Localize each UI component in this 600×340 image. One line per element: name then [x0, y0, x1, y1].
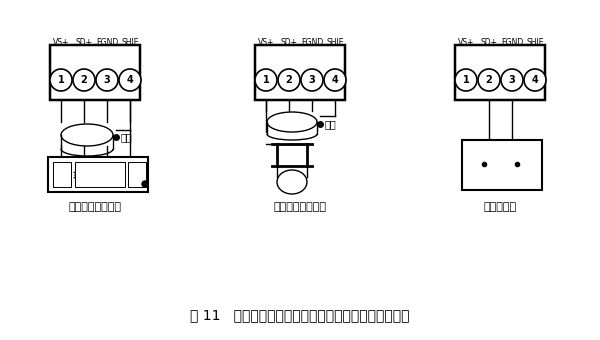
- Text: 4: 4: [127, 75, 133, 85]
- Circle shape: [324, 69, 346, 91]
- Ellipse shape: [277, 170, 307, 194]
- Circle shape: [278, 69, 300, 91]
- Circle shape: [119, 69, 141, 91]
- Text: EGND: EGND: [501, 38, 523, 47]
- Text: 磁电式速度传感器: 磁电式速度传感器: [274, 202, 326, 212]
- Ellipse shape: [61, 124, 113, 146]
- Text: 图 11   光电式、磁电式速度传感器、开停传感器的连接: 图 11 光电式、磁电式速度传感器、开停传感器的连接: [190, 308, 410, 322]
- Text: 1: 1: [463, 75, 469, 85]
- Text: 3: 3: [509, 75, 515, 85]
- Text: 光电式速度传感器: 光电式速度传感器: [68, 202, 121, 212]
- Bar: [455, 45, 545, 100]
- Text: VS+: VS+: [258, 38, 274, 47]
- Text: 2: 2: [286, 75, 292, 85]
- Circle shape: [301, 69, 323, 91]
- Bar: [255, 45, 345, 100]
- Text: 2: 2: [485, 75, 493, 85]
- Text: 1: 1: [58, 75, 64, 85]
- Text: VS+: VS+: [458, 38, 474, 47]
- Circle shape: [501, 69, 523, 91]
- Circle shape: [73, 69, 95, 91]
- Text: 3: 3: [104, 75, 110, 85]
- Text: 3: 3: [308, 75, 316, 85]
- Bar: [48, 157, 148, 192]
- Circle shape: [455, 69, 477, 91]
- Text: VS+: VS+: [53, 38, 69, 47]
- Ellipse shape: [267, 112, 317, 132]
- Text: 4: 4: [532, 75, 538, 85]
- Text: EGND: EGND: [301, 38, 323, 47]
- Text: ≡: ≡: [88, 170, 98, 180]
- Circle shape: [50, 69, 72, 91]
- Text: SD+: SD+: [281, 38, 298, 47]
- Circle shape: [96, 69, 118, 91]
- Text: SHIE: SHIE: [526, 38, 544, 47]
- Bar: [128, 162, 146, 187]
- Text: SD+: SD+: [76, 38, 92, 47]
- Bar: [75, 162, 125, 187]
- Text: 1: 1: [263, 75, 269, 85]
- Text: 2: 2: [80, 75, 88, 85]
- Text: 开停传感器: 开停传感器: [484, 202, 517, 212]
- Circle shape: [142, 181, 148, 187]
- Text: SHIE: SHIE: [326, 38, 344, 47]
- Text: SHIE: SHIE: [121, 38, 139, 47]
- Text: 4: 4: [332, 75, 338, 85]
- Circle shape: [524, 69, 546, 91]
- Text: SD+: SD+: [481, 38, 497, 47]
- Bar: [53, 162, 71, 187]
- Text: EGND: EGND: [96, 38, 118, 47]
- Circle shape: [255, 69, 277, 91]
- Bar: [462, 140, 542, 190]
- Circle shape: [478, 69, 500, 91]
- Bar: [50, 45, 140, 100]
- Text: 屏蔽: 屏蔽: [325, 119, 337, 129]
- Text: 屏蔽: 屏蔽: [121, 132, 133, 142]
